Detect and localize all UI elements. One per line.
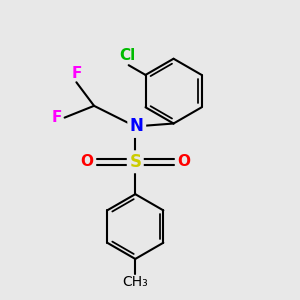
Text: O: O [80, 154, 94, 169]
Text: Cl: Cl [119, 48, 135, 63]
Text: CH₃: CH₃ [122, 275, 148, 289]
Text: N: N [130, 117, 144, 135]
Text: O: O [177, 154, 190, 169]
Text: F: F [71, 66, 82, 81]
Text: F: F [51, 110, 62, 125]
Text: S: S [129, 153, 141, 171]
